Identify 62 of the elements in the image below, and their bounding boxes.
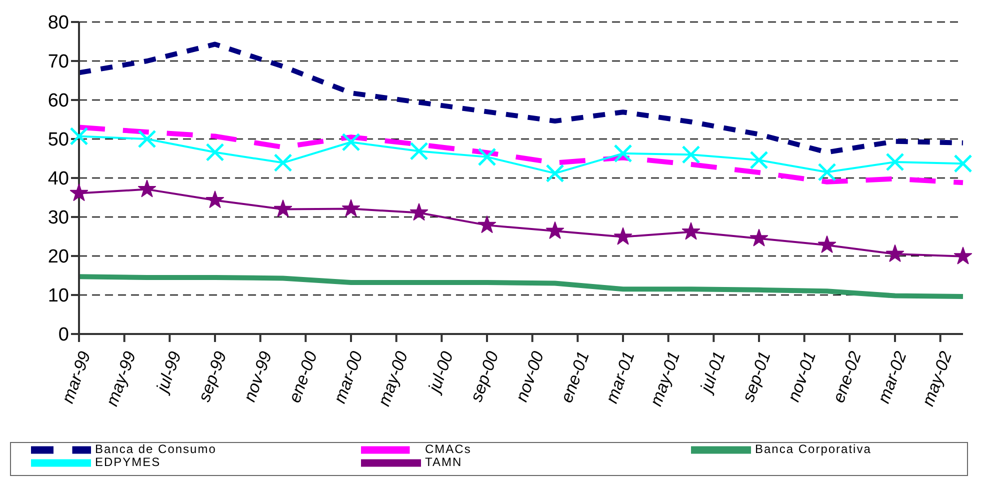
y-tick-label: 20 [48, 246, 69, 268]
point [70, 127, 88, 146]
point [138, 130, 156, 148]
point [138, 180, 156, 198]
point [274, 200, 292, 217]
y-tick-label: 40 [48, 168, 69, 190]
x-tick-label: jul-01 [696, 348, 730, 396]
y-tick-label: 50 [48, 130, 69, 151]
y-tick-label: 0 [58, 324, 69, 346]
x-tick-label: may-01 [646, 348, 684, 409]
x-tick-label: may-99 [102, 348, 140, 409]
point [750, 228, 768, 246]
point [546, 222, 564, 239]
x-tick-label: nov-01 [784, 348, 820, 404]
point [682, 145, 700, 164]
legend-label: CMACs [425, 442, 472, 456]
x-tick-label: mar-00 [330, 348, 367, 406]
point [342, 132, 360, 152]
point [342, 199, 360, 217]
x-tick-label: ene-00 [285, 348, 322, 406]
point [682, 222, 700, 240]
point [614, 144, 632, 163]
point [410, 203, 428, 220]
y-tick-label: 70 [48, 52, 69, 73]
x-tick-label: sep-99 [194, 348, 231, 404]
x-tick-label: ene-02 [829, 348, 866, 406]
y-tick-label: 30 [48, 208, 69, 229]
point [206, 143, 224, 162]
point [70, 184, 88, 201]
point [750, 150, 768, 170]
legend-label: Banca de Consumo [95, 442, 216, 456]
point [478, 148, 496, 166]
legend-label: EDPYMES [95, 455, 161, 469]
point [478, 216, 496, 233]
point [410, 142, 428, 160]
x-tick-label: ene-01 [557, 348, 594, 406]
x-tick-label: jul-00 [424, 348, 458, 396]
legend-label: Banca Corporativa [755, 442, 872, 456]
point [954, 154, 972, 173]
point [546, 164, 564, 183]
point [274, 154, 292, 172]
legend-label: TAMN [425, 455, 462, 469]
x-tick-label: sep-01 [738, 348, 774, 404]
y-tick-label: 60 [48, 90, 69, 112]
x-tick-label: mar-02 [874, 348, 911, 406]
x-tick-label: may-00 [374, 348, 412, 409]
y-tick-label: 80 [48, 12, 69, 34]
point [886, 244, 904, 262]
y-tick-label: 10 [48, 286, 69, 307]
x-tick-label: sep-00 [466, 348, 503, 404]
point [206, 190, 224, 208]
point [614, 227, 632, 245]
point [886, 152, 904, 172]
point [818, 162, 836, 182]
x-tick-label: jul-99 [152, 348, 186, 396]
x-tick-label: mar-01 [602, 348, 638, 406]
point [954, 246, 972, 264]
x-tick-label: may-02 [918, 348, 956, 409]
x-tick-label: nov-00 [512, 348, 548, 404]
point [818, 236, 836, 253]
x-tick-label: mar-99 [58, 348, 95, 406]
x-tick-label: nov-99 [240, 348, 276, 404]
